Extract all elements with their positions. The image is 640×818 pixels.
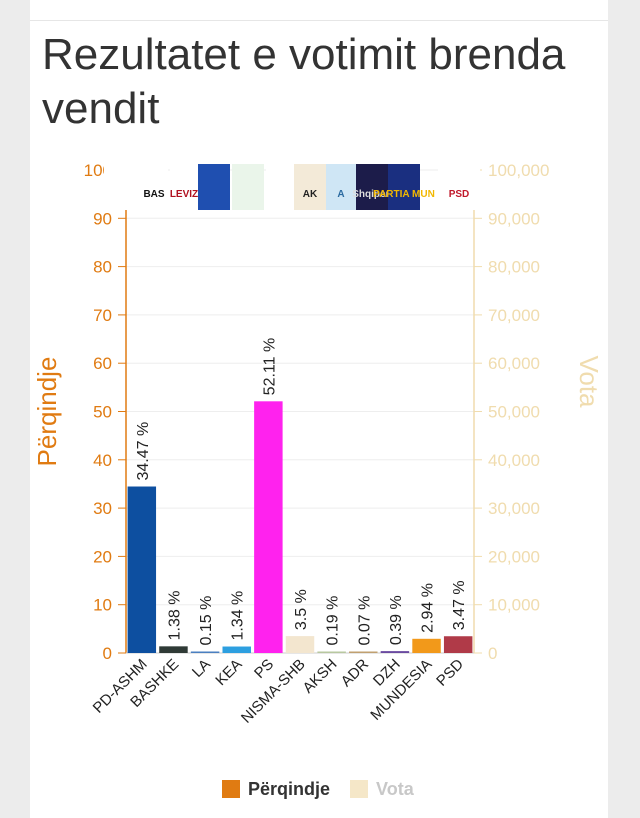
page-title: Rezultatet e votimit brenda vendit [42, 30, 566, 133]
y-tick-label: 60 [93, 354, 112, 373]
bar-value-label: 1.34 % [230, 591, 247, 641]
y-axis-title: Përqindje [32, 357, 62, 467]
party-logo [438, 164, 480, 210]
bar [285, 636, 315, 653]
bar [127, 486, 157, 653]
y2-tick-label: 70,000 [488, 306, 540, 325]
y-tick-label: 90 [93, 209, 112, 228]
party-logo [170, 164, 198, 210]
party-logo [294, 164, 326, 210]
party-logo-text: AK [303, 189, 318, 200]
y2-tick-label: 80,000 [488, 258, 540, 277]
y-tick-label: 20 [93, 547, 112, 566]
party-logo [356, 164, 388, 210]
bar [254, 401, 283, 653]
bar [317, 651, 346, 653]
bar [380, 651, 410, 653]
y2-tick-label: 10,000 [488, 596, 540, 615]
legend-item-percent[interactable]: Përqindje [222, 779, 330, 800]
bar [222, 646, 251, 653]
party-logo [388, 164, 420, 210]
x-tick-label: PSD [433, 656, 467, 690]
y-tick-label: 80 [93, 258, 112, 277]
bar-value-label: 2.94 % [420, 583, 437, 633]
y-tick-label: 40 [93, 451, 112, 470]
bar-value-label: 1.38 % [166, 591, 183, 641]
party-logo [140, 164, 168, 210]
y2-tick-label: 50,000 [488, 403, 540, 422]
legend-label-percent: Përqindje [248, 778, 331, 799]
bar [412, 638, 441, 653]
bar [443, 636, 473, 653]
y-tick-label: 0 [103, 644, 112, 663]
bar-value-label: 0.39 % [388, 595, 405, 645]
party-logo [198, 164, 230, 210]
y2-tick-label: 30,000 [488, 499, 540, 518]
bar-value-label: 34.47 % [135, 422, 152, 481]
chart-legend: Përqindje Vota [222, 778, 434, 800]
y2-tick-label: 20,000 [488, 547, 540, 566]
x-tick-label: AKSH [300, 656, 341, 697]
bar-value-label: 0.19 % [325, 596, 342, 646]
bar-value-label: 0.15 % [198, 596, 215, 646]
party-logo-text: PSD [449, 189, 470, 200]
bar-value-label: 3.5 % [293, 589, 310, 630]
party-logo-text: PARTIA MUN [373, 189, 435, 200]
y-tick-label: 50 [93, 403, 112, 422]
party-logo-text: LEVIZ [170, 189, 198, 200]
legend-swatch-percent [222, 780, 240, 798]
y2-tick-label: 90,000 [488, 209, 540, 228]
bar [349, 651, 378, 653]
bar-value-label: 52.11 % [261, 338, 278, 396]
y2-tick-label: 40,000 [488, 451, 540, 470]
party-logo [266, 164, 294, 210]
y-tick-label: 70 [93, 306, 112, 325]
divider [30, 20, 608, 21]
bar-value-label: 3.47 % [451, 580, 468, 630]
bar-value-label: 0.07 % [356, 596, 373, 646]
party-logo-text: Shqipen [352, 189, 391, 200]
party-logo [326, 164, 356, 210]
y2-tick-label: 60,000 [488, 354, 540, 373]
bar [190, 651, 220, 653]
bar [159, 646, 188, 653]
y2-tick-label: 0 [488, 644, 497, 663]
y-tick-label: 10 [93, 596, 112, 615]
legend-swatch-votes [350, 780, 369, 798]
y-tick-label: 30 [93, 499, 112, 518]
party-logo-text: BAS [143, 189, 164, 200]
x-tick-label: KEA [212, 656, 245, 689]
y2-tick-label: 100,000 [488, 161, 549, 180]
party-logo [232, 164, 264, 210]
y2-axis-title: Vota [574, 355, 604, 408]
x-tick-label: ADR [338, 656, 373, 691]
legend-label-votes: Vota [376, 778, 414, 799]
party-logo [104, 164, 140, 210]
x-tick-label: LA [189, 656, 214, 681]
party-logo-text: A [337, 189, 344, 200]
legend-item-votes[interactable]: Vota [350, 779, 414, 800]
